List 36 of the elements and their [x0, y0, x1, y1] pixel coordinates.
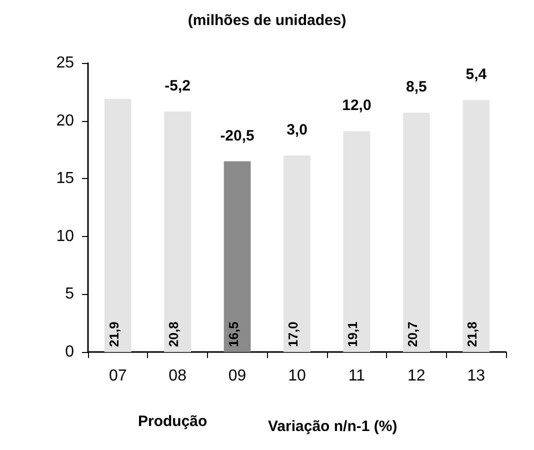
data-label: 19,1 [345, 322, 360, 347]
x-tick-label: 12 [408, 368, 426, 384]
bar [402, 112, 430, 352]
bar [164, 112, 192, 352]
x-tick-label: 11 [348, 368, 366, 384]
annotation: 5,4 [466, 66, 488, 83]
y-tick-label: 20 [56, 112, 74, 130]
bar [284, 155, 310, 352]
data-label: 21,8 [464, 322, 480, 347]
y-tick-label: 15 [56, 170, 74, 188]
annotation: 12,0 [342, 97, 372, 114]
annotation: 8,5 [406, 78, 427, 96]
bar [343, 131, 370, 352]
x-tick-label: 08 [168, 368, 187, 384]
text: Produção [138, 413, 208, 430]
x-tick-label: 13 [467, 368, 486, 384]
x-tick-label: 10 [288, 368, 306, 384]
y-tick-label: 10 [56, 228, 74, 245]
y-tick-label: 5 [65, 286, 74, 303]
x-tick-label: 09 [228, 368, 246, 384]
data-label: 20,8 [166, 322, 182, 347]
chart-title: (milhões de unidades) [188, 12, 346, 29]
text: Variação n/n-1 (%) [268, 418, 398, 435]
data-label: 16,5 [226, 322, 241, 347]
bar [462, 100, 490, 352]
bar [104, 98, 132, 352]
annotation: -5,2 [164, 78, 190, 95]
annotation: 3,0 [286, 121, 308, 138]
y-tick-label: 25 [56, 54, 74, 72]
bar [224, 161, 251, 352]
data-label: 20,7 [404, 322, 420, 347]
annotation: -20,5 [220, 127, 254, 144]
x-tick-label: 07 [108, 368, 127, 384]
y-tick-label: 0 [65, 344, 74, 360]
data-label: 21,9 [106, 322, 122, 347]
data-label: 17,0 [286, 322, 300, 347]
